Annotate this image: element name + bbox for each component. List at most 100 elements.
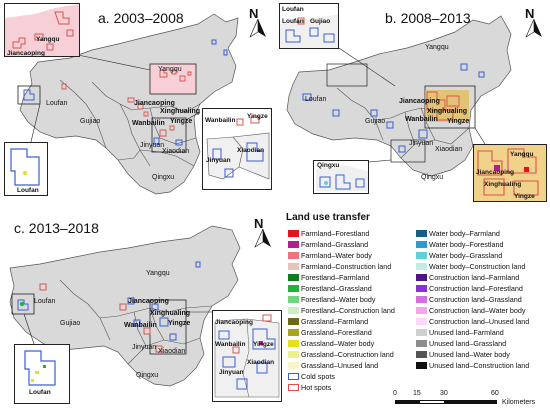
legend-label: Water body–Forestland xyxy=(429,240,504,249)
legend-swatch xyxy=(288,318,299,325)
map-b-label-wanbailin: Wanbailin xyxy=(405,116,438,123)
north-label: N xyxy=(249,6,259,21)
panel-c-title: c. 2013–2018 xyxy=(14,220,99,236)
map-c-label-qingxu: Qingxu xyxy=(136,372,159,379)
legend-label: Unused land–Grassland xyxy=(429,339,507,348)
legend-swatch xyxy=(416,362,427,369)
north-arrow-c: N xyxy=(252,216,274,250)
scale-tick: 60 xyxy=(491,390,499,397)
inset-label-yangqu: Yangqu xyxy=(510,151,534,158)
inset-c-urban-map xyxy=(214,314,280,398)
map-c-label-gujiao: Gujiao xyxy=(60,320,81,327)
legend-label: Water body–Construction land xyxy=(429,262,526,271)
inset-label-wanbailin: Wanbailin xyxy=(205,117,236,124)
map-a-label-jiancaoping: Jiancaoping xyxy=(134,100,175,107)
inset-a-loufan: Loufan xyxy=(4,142,48,196)
legend-label: Construction land–Water body xyxy=(429,306,526,315)
inset-label-gujiao: Gujiao xyxy=(310,18,331,25)
legend-label: Grassland–Unused land xyxy=(301,361,379,370)
legend-swatch xyxy=(288,373,299,380)
north-arrow-a: N xyxy=(247,6,269,40)
legend-title: Land use transfer xyxy=(286,212,370,223)
inset-b-urban: Jiancaoping Yangqu Xinghualing Yingze xyxy=(473,144,547,202)
inset-label-yingze: Yingze xyxy=(247,113,268,120)
legend-label: Forestland–Farmland xyxy=(301,273,370,282)
legend-label: Grassland–Farmland xyxy=(301,317,369,326)
inset-a-urban-map xyxy=(206,116,270,180)
legend-swatch xyxy=(416,241,427,248)
inset-c-loufan: Loufan xyxy=(14,344,70,404)
panel-b-title: b. 2008–2013 xyxy=(385,10,471,26)
legend-swatch xyxy=(416,274,427,281)
inset-label-xiaodian: Xiaodian xyxy=(237,147,265,154)
legend-label: Water body–Farmland xyxy=(429,229,500,238)
inset-label-jiancaoping: Jiancaoping xyxy=(476,169,514,176)
map-b-label-xiaodian: Xiaodian xyxy=(435,146,463,153)
inset-label-loufan: Loufan xyxy=(282,6,304,13)
map-a-label-xiaodian: Xiaodian xyxy=(162,148,190,155)
map-a-label-yingze: Yingze xyxy=(170,118,193,125)
legend-label: Grassland–Forestland xyxy=(301,328,372,337)
inset-label-jinyuan: Jinyuan xyxy=(206,157,231,164)
legend-label: Construction land–Farmland xyxy=(429,273,520,282)
legend-swatch xyxy=(288,296,299,303)
inset-a-loufan-map xyxy=(10,148,40,186)
inset-label-wanbailin: Wanbailin xyxy=(215,341,246,348)
map-c-label-wanbailin: Wanbailin xyxy=(124,322,157,329)
map-b-label-yangqu: Yangqu xyxy=(425,44,449,51)
scale-bar: 0 15 30 60 Kilometers xyxy=(393,390,543,414)
scale-segment xyxy=(419,400,445,404)
legend-swatch xyxy=(416,307,427,314)
north-arrow-b: N xyxy=(523,6,545,40)
legend-label: Construction land–Unused land xyxy=(429,317,530,326)
map-c-label-jinyuan: Jinyuan xyxy=(132,344,157,351)
map-b-boundaries xyxy=(286,15,512,177)
north-label: N xyxy=(525,6,535,21)
legend-swatch xyxy=(288,285,299,292)
legend-swatch xyxy=(416,230,427,237)
legend-label: Farmland–Construction land xyxy=(301,262,392,271)
legend-label: Farmland–Water body xyxy=(301,251,372,260)
map-b-label-xinghualing: Xinghualing xyxy=(427,108,468,115)
legend-swatch xyxy=(416,329,427,336)
map-b-label-gujiao: Gujiao xyxy=(365,118,386,125)
legend-swatch xyxy=(288,263,299,270)
legend-label: Farmland–Grassland xyxy=(301,240,369,249)
inset-b-loufan-map xyxy=(280,14,338,48)
legend-label: Hot spots xyxy=(301,383,332,392)
inset-a-yangqu-map xyxy=(5,4,79,56)
legend: Land use transfer Farmland–Forestland Fa… xyxy=(286,212,548,412)
legend-label: Forestland–Water body xyxy=(301,295,376,304)
scale-tick: 15 xyxy=(413,390,421,397)
map-a-label-wanbailin: Wanbailin xyxy=(132,120,165,127)
legend-swatch xyxy=(416,340,427,347)
inset-label-xiaodian: Xiaodian xyxy=(247,359,275,366)
legend-label: Grassland–Construction land xyxy=(301,350,394,359)
map-a-label-xinghualing: Xinghualing xyxy=(160,108,201,115)
inset-label-yingze: Yingze xyxy=(253,341,274,348)
legend-label: Forestland–Grassland xyxy=(301,284,372,293)
inset-b-qingxu-map xyxy=(316,165,368,191)
legend-label: Unused land–Construction land xyxy=(429,361,530,370)
map-a-label-jinyuan: Jinyuan xyxy=(140,142,165,149)
map-b-label-qingxu: Qingxu xyxy=(421,174,444,181)
legend-swatch xyxy=(288,230,299,237)
north-arrow-icon xyxy=(249,19,266,38)
inset-b-qingxu: Qingxu xyxy=(313,160,369,194)
legend-label: Water body–Grassland xyxy=(429,251,503,260)
map-a-label-qingxu: Qingxu xyxy=(152,174,175,181)
legend-swatch xyxy=(416,263,427,270)
scale-unit: Kilometers xyxy=(502,399,536,406)
legend-swatch xyxy=(288,241,299,248)
map-b-label-loufan: Loufan xyxy=(305,96,327,103)
inset-label-jinyuan: Jinyuan xyxy=(219,369,244,376)
north-label: N xyxy=(254,216,264,231)
map-a-label-yangqu: Yangqu xyxy=(158,66,182,73)
legend-label: Farmland–Forestland xyxy=(301,229,370,238)
inset-b-urban-map xyxy=(474,145,546,201)
legend-swatch xyxy=(416,296,427,303)
legend-swatch xyxy=(288,274,299,281)
map-c-label-jiancaoping: Jiancaoping xyxy=(128,298,169,305)
inset-c-urban: Jiancaoping Wanbailin Yingze Xiaodian Ji… xyxy=(212,310,282,402)
legend-label: Unused land–Water body xyxy=(429,350,510,359)
